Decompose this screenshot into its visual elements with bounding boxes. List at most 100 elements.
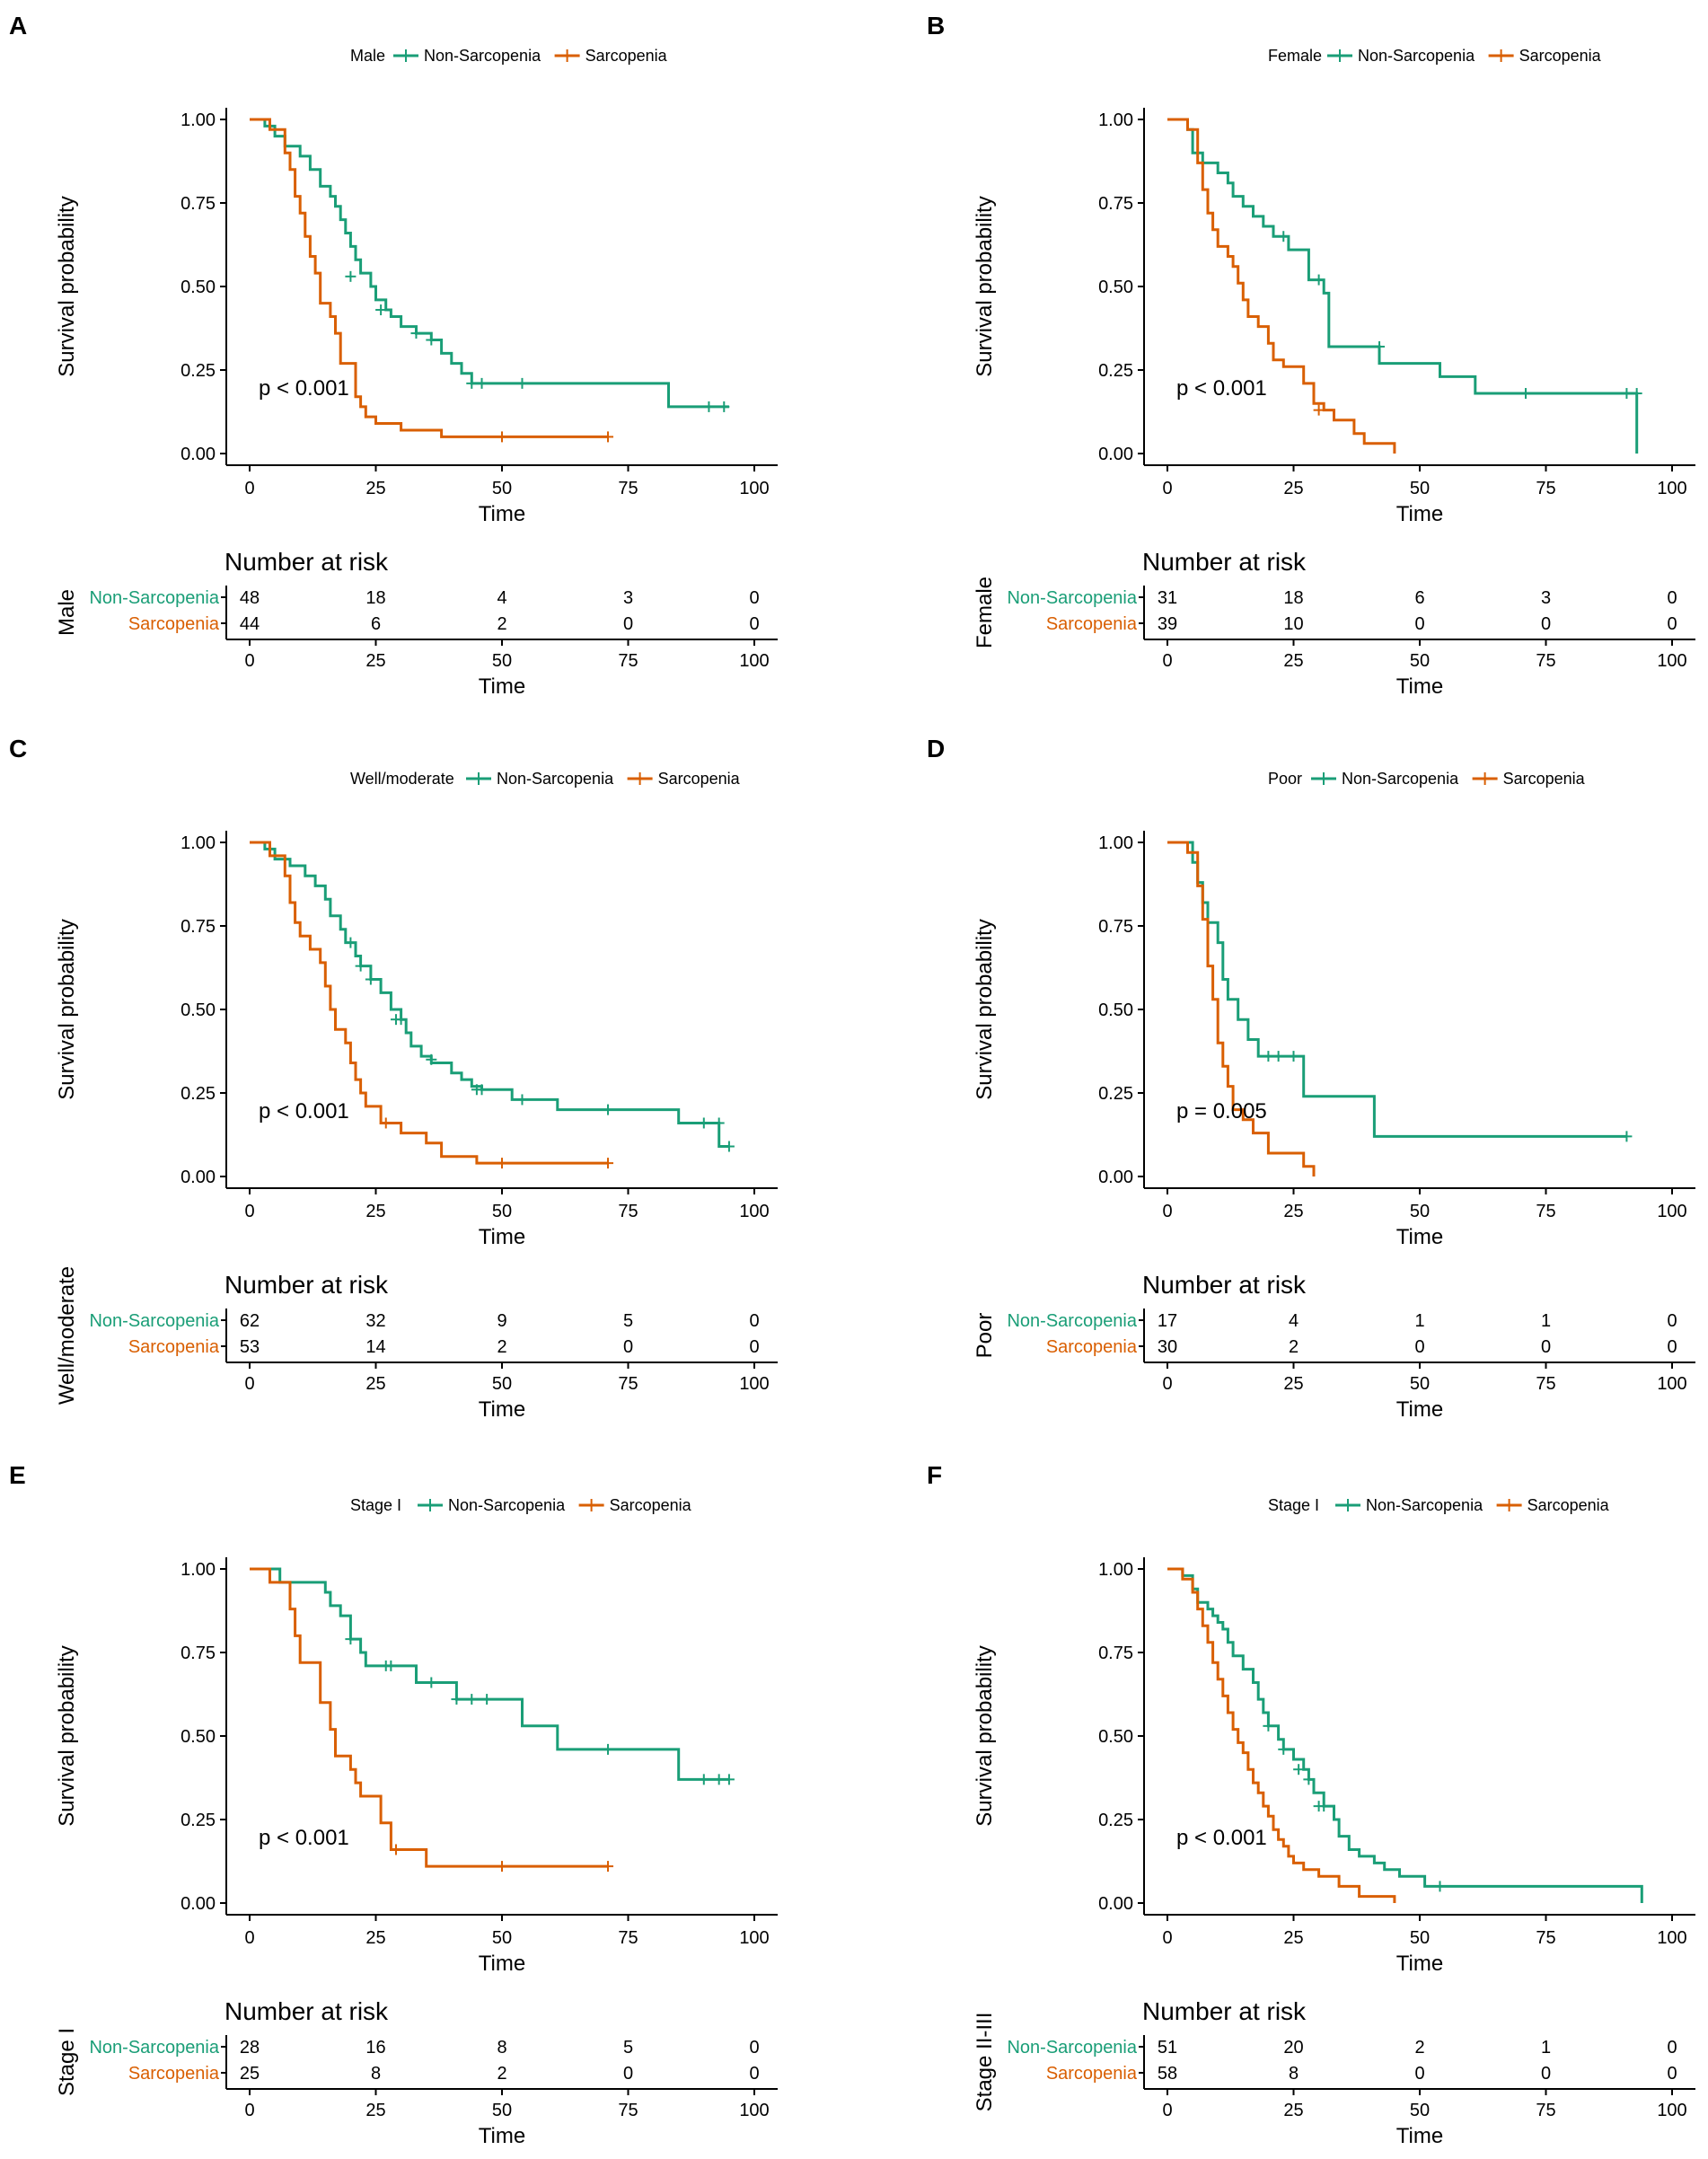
strata-label: Stage I bbox=[55, 2028, 79, 2096]
risk-x-tick-label: 50 bbox=[1410, 651, 1430, 671]
y-tick-label: 0.00 bbox=[180, 445, 216, 464]
x-tick-label: 75 bbox=[618, 479, 638, 498]
panel-label: D bbox=[927, 735, 945, 762]
risk-count: 32 bbox=[365, 1311, 385, 1331]
risk-count: 2 bbox=[1414, 2038, 1424, 2058]
y-tick-label: 0.25 bbox=[180, 361, 216, 381]
x-tick-label: 100 bbox=[1657, 479, 1686, 498]
risk-count: 0 bbox=[623, 614, 633, 634]
risk-count: 6 bbox=[1414, 588, 1424, 608]
x-tick-label: 100 bbox=[739, 479, 769, 498]
y-tick-label: 0.25 bbox=[180, 1084, 216, 1104]
strata-label: Poor bbox=[973, 1313, 997, 1359]
strata-label: Well/moderate bbox=[55, 1266, 79, 1405]
risk-count: 1 bbox=[1414, 1311, 1424, 1331]
legend-entry-non-sarcopenia: Non-Sarcopenia bbox=[424, 47, 541, 65]
risk-row-label-sarcopenia: Sarcopenia bbox=[1046, 2064, 1138, 2084]
strata-label: Male bbox=[55, 589, 79, 636]
strata-label: Female bbox=[973, 577, 997, 648]
risk-x-tick-label: 100 bbox=[1657, 2101, 1686, 2120]
legend-entry-sarcopenia: Sarcopenia bbox=[585, 47, 668, 65]
y-tick-label: 0.00 bbox=[1098, 445, 1133, 464]
risk-count: 39 bbox=[1158, 614, 1177, 634]
x-tick-label: 50 bbox=[1410, 479, 1430, 498]
km-curve-sarcopenia bbox=[250, 841, 608, 1165]
risk-count: 18 bbox=[365, 588, 385, 608]
risk-count: 6 bbox=[371, 614, 381, 634]
risk-count: 0 bbox=[1541, 2064, 1551, 2084]
risk-table-title: Number at risk bbox=[225, 1271, 389, 1299]
series-sarcopenia bbox=[250, 841, 614, 1169]
risk-count: 18 bbox=[1283, 588, 1303, 608]
risk-x-tick-label: 50 bbox=[492, 1374, 512, 1394]
series-non-sarcopenia bbox=[1167, 841, 1633, 1142]
x-tick-label: 25 bbox=[1283, 1928, 1303, 1948]
risk-x-tick-label: 0 bbox=[1162, 1374, 1172, 1394]
panel-a: A Male Non-Sarcopenia Sarcopenia Survival pr… bbox=[9, 12, 778, 699]
risk-count: 48 bbox=[240, 588, 260, 608]
y-axis-label: Survival probability bbox=[973, 1645, 997, 1826]
y-axis-label: Survival probability bbox=[55, 196, 79, 376]
risk-table: Number at risk Non-Sarcopenia 48 18 4 3 0 Sarco… bbox=[55, 548, 778, 699]
legend: Stage I Non-Sarcopenia Sarcopenia bbox=[350, 1496, 692, 1514]
y-tick-label: 0.75 bbox=[1098, 194, 1133, 214]
series-non-sarcopenia bbox=[1167, 1567, 1643, 1903]
risk-row-label-non-sarcopenia: Non-Sarcopenia bbox=[1007, 2038, 1137, 2058]
legend-title: Stage I bbox=[1268, 1496, 1319, 1514]
panel-label: E bbox=[9, 1461, 26, 1489]
risk-count: 0 bbox=[1667, 2038, 1677, 2058]
legend-entry-sarcopenia: Sarcopenia bbox=[1528, 1496, 1610, 1514]
risk-row-label-sarcopenia: Sarcopenia bbox=[1046, 614, 1138, 634]
risk-x-tick-label: 100 bbox=[739, 2101, 769, 2120]
risk-count: 0 bbox=[749, 1337, 759, 1357]
legend-entry-sarcopenia: Sarcopenia bbox=[1519, 47, 1602, 65]
risk-row-label-non-sarcopenia: Non-Sarcopenia bbox=[1007, 1311, 1137, 1331]
y-tick-label: 1.00 bbox=[180, 1560, 216, 1580]
risk-count: 0 bbox=[1414, 2064, 1424, 2084]
x-tick-label: 25 bbox=[1283, 479, 1303, 498]
legend-title: Stage I bbox=[350, 1496, 401, 1514]
risk-count: 0 bbox=[1667, 1337, 1677, 1357]
x-axis-label: Time bbox=[479, 1225, 525, 1249]
panel-label: F bbox=[927, 1461, 942, 1489]
series-sarcopenia bbox=[250, 118, 614, 443]
risk-x-axis-label: Time bbox=[1396, 1397, 1443, 1422]
y-tick-label: 0.75 bbox=[180, 917, 216, 937]
risk-count: 2 bbox=[497, 1337, 506, 1357]
legend-entry-non-sarcopenia: Non-Sarcopenia bbox=[1358, 47, 1475, 65]
y-tick-label: 0.50 bbox=[1098, 1727, 1133, 1747]
risk-count: 5 bbox=[623, 1311, 633, 1331]
y-tick-label: 0.50 bbox=[180, 1727, 216, 1747]
legend-entry-non-sarcopenia: Non-Sarcopenia bbox=[448, 1496, 566, 1514]
risk-count: 28 bbox=[240, 2038, 260, 2058]
panel-c: C Well/moderate Non-Sarcopenia Sarcopenia Su… bbox=[9, 735, 778, 1422]
risk-count: 0 bbox=[749, 588, 759, 608]
series-sarcopenia bbox=[250, 1567, 614, 1873]
x-tick-label: 0 bbox=[1162, 479, 1172, 498]
p-value: p < 0.001 bbox=[259, 376, 349, 401]
series-non-sarcopenia bbox=[250, 1567, 735, 1785]
risk-count: 0 bbox=[1541, 614, 1551, 634]
risk-x-tick-label: 100 bbox=[739, 1374, 769, 1394]
risk-count: 10 bbox=[1283, 614, 1303, 634]
km-curve-sarcopenia bbox=[1167, 118, 1396, 454]
risk-count: 9 bbox=[497, 1311, 506, 1331]
x-tick-label: 25 bbox=[365, 1928, 385, 1948]
x-tick-label: 75 bbox=[1536, 1928, 1555, 1948]
x-axis-label: Time bbox=[1396, 1225, 1443, 1249]
risk-row-label-non-sarcopenia: Non-Sarcopenia bbox=[89, 1311, 219, 1331]
risk-count: 0 bbox=[749, 2064, 759, 2084]
risk-x-axis-label: Time bbox=[1396, 2124, 1443, 2148]
x-axis-label: Time bbox=[479, 1952, 525, 1976]
risk-count: 0 bbox=[1541, 1337, 1551, 1357]
x-tick-label: 50 bbox=[492, 479, 512, 498]
risk-table-title: Number at risk bbox=[1142, 1271, 1307, 1299]
risk-count: 51 bbox=[1158, 2038, 1177, 2058]
x-tick-label: 100 bbox=[739, 1928, 769, 1948]
risk-count: 0 bbox=[1667, 2064, 1677, 2084]
y-tick-label: 0.00 bbox=[180, 1168, 216, 1187]
risk-table-title: Number at risk bbox=[225, 548, 389, 576]
risk-count: 0 bbox=[1667, 1311, 1677, 1331]
risk-count: 8 bbox=[497, 2038, 506, 2058]
